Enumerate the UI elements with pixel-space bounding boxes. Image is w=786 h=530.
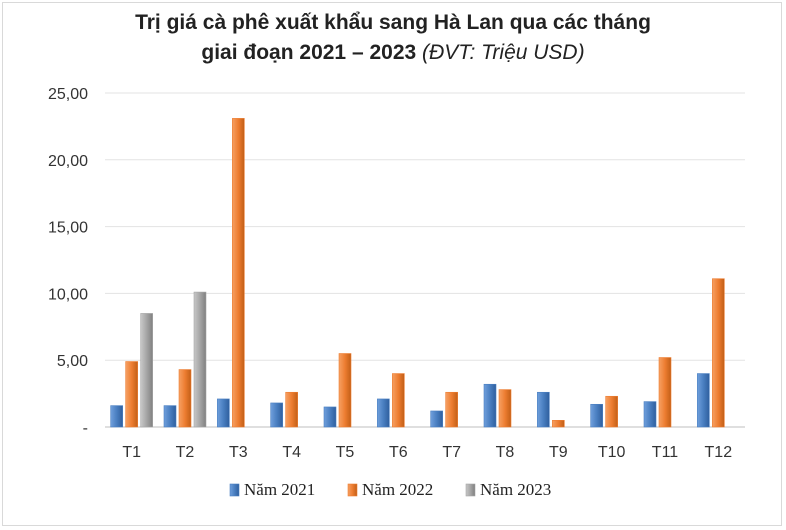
bars bbox=[110, 118, 725, 428]
legend-label: Năm 2022 bbox=[362, 480, 433, 499]
bar-t7-series-1 bbox=[430, 410, 443, 428]
bar-t9-series-2 bbox=[552, 420, 565, 428]
x-tick-label: T12 bbox=[705, 444, 733, 461]
legend-swatch bbox=[229, 483, 240, 497]
bar-t2-series-1 bbox=[163, 405, 177, 428]
chart-unit: (ĐVT: Triệu USD) bbox=[422, 41, 585, 64]
legend-label: Năm 2021 bbox=[244, 480, 315, 499]
bar-t10-series-1 bbox=[590, 403, 603, 428]
bar-t7-series-2 bbox=[445, 391, 458, 428]
bar-t10-series-2 bbox=[605, 395, 618, 428]
y-tick-label: 15,00 bbox=[48, 220, 88, 237]
x-tick-label: T8 bbox=[496, 444, 515, 461]
x-tick-label: T1 bbox=[122, 444, 141, 461]
legend-swatch bbox=[347, 483, 358, 497]
x-tick-label: T5 bbox=[336, 444, 355, 461]
chart-title: Trị giá cà phê xuất khẩu sang Hà Lan qua… bbox=[0, 8, 786, 68]
x-tick-label: T9 bbox=[549, 444, 568, 461]
x-tick-label: T4 bbox=[282, 444, 301, 461]
x-axis: T1 T2 T3 T4 T5 T6 T7 T8 T9 T10 T11 T12 bbox=[122, 444, 732, 461]
bar-t9-series-1 bbox=[537, 391, 550, 428]
legend: Năm 2021 Năm 2022 Năm 2023 bbox=[229, 480, 551, 499]
bar-t4-series-1 bbox=[270, 402, 283, 428]
bar-t3-series-2 bbox=[232, 118, 245, 428]
bar-t4-series-2 bbox=[285, 391, 298, 428]
y-tick-label: 10,00 bbox=[48, 286, 88, 303]
x-tick-label: T10 bbox=[598, 444, 626, 461]
bar-t1-series-3 bbox=[140, 313, 153, 428]
bar-t6-series-1 bbox=[377, 398, 390, 428]
bar-t1-series-2 bbox=[125, 361, 138, 428]
bar-t2-series-2 bbox=[178, 369, 192, 428]
y-tick-label: - bbox=[83, 420, 88, 437]
y-tick-label: 20,00 bbox=[48, 153, 88, 170]
bar-t6-series-2 bbox=[392, 373, 405, 428]
y-axis: - 5,00 10,00 15,00 20,00 25,00 bbox=[48, 86, 88, 437]
x-tick-label: T11 bbox=[652, 444, 678, 461]
chart-title-line-1: Trị giá cà phê xuất khẩu sang Hà Lan qua… bbox=[135, 11, 651, 34]
legend-swatch bbox=[465, 483, 476, 497]
x-tick-label: T2 bbox=[176, 444, 195, 461]
x-tick-label: T3 bbox=[229, 444, 248, 461]
bar-t2-series-3 bbox=[193, 291, 207, 428]
bar-t3-series-1 bbox=[217, 398, 230, 428]
bar-t5-series-1 bbox=[323, 406, 337, 428]
bar-t1-series-1 bbox=[110, 405, 123, 428]
bar-t12-series-1 bbox=[697, 373, 710, 428]
gridlines bbox=[105, 92, 745, 428]
bar-t11-series-1 bbox=[643, 401, 657, 428]
legend-label: Năm 2023 bbox=[480, 480, 551, 499]
bar-t11-series-2 bbox=[658, 357, 672, 428]
y-tick-label: 25,00 bbox=[48, 86, 88, 103]
bar-t8-series-2 bbox=[498, 389, 512, 428]
x-tick-label: T6 bbox=[389, 444, 408, 461]
y-tick-label: 5,00 bbox=[57, 353, 88, 370]
x-tick-label: T7 bbox=[442, 444, 461, 461]
bar-t5-series-2 bbox=[338, 353, 352, 428]
bar-t12-series-2 bbox=[712, 278, 725, 428]
bar-t8-series-1 bbox=[483, 383, 497, 428]
chart-title-line-2: giai đoạn 2021 – 2023 bbox=[201, 41, 417, 64]
